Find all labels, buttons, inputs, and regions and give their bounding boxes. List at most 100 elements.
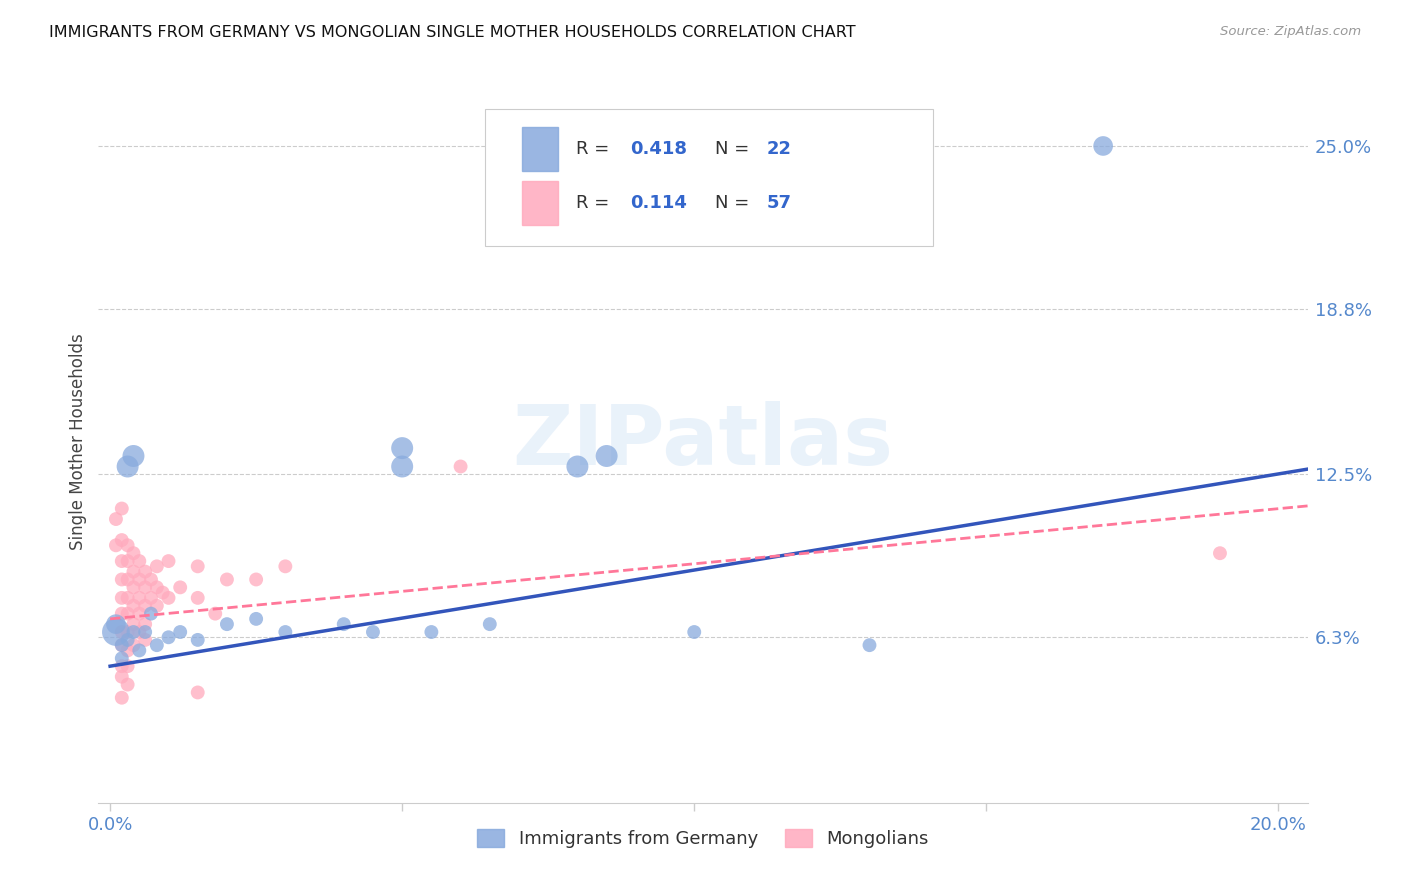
Point bbox=[111, 625, 134, 640]
Point bbox=[187, 632, 209, 647]
Point bbox=[111, 659, 134, 673]
Point bbox=[111, 638, 134, 652]
Point bbox=[157, 630, 180, 644]
Text: ZIPatlas: ZIPatlas bbox=[513, 401, 893, 482]
Point bbox=[215, 617, 238, 632]
Bar bbox=[522, 181, 558, 225]
Point bbox=[1092, 139, 1115, 153]
Point bbox=[146, 638, 169, 652]
Text: 0.418: 0.418 bbox=[630, 140, 688, 158]
Point bbox=[128, 554, 150, 568]
Point bbox=[152, 585, 174, 599]
Point bbox=[128, 591, 150, 605]
Point bbox=[215, 573, 238, 587]
Point bbox=[274, 559, 297, 574]
Point bbox=[122, 625, 145, 640]
Point bbox=[122, 599, 145, 613]
Point bbox=[858, 638, 880, 652]
Point bbox=[134, 617, 156, 632]
Point bbox=[157, 554, 180, 568]
Point bbox=[122, 546, 145, 560]
Bar bbox=[522, 128, 558, 170]
Text: IMMIGRANTS FROM GERMANY VS MONGOLIAN SINGLE MOTHER HOUSEHOLDS CORRELATION CHART: IMMIGRANTS FROM GERMANY VS MONGOLIAN SIN… bbox=[49, 25, 856, 40]
Point bbox=[134, 632, 156, 647]
Text: R =: R = bbox=[576, 194, 614, 212]
Point bbox=[117, 459, 139, 474]
Point bbox=[1209, 546, 1232, 560]
Point bbox=[111, 501, 134, 516]
Point bbox=[245, 573, 267, 587]
Text: Source: ZipAtlas.com: Source: ZipAtlas.com bbox=[1220, 25, 1361, 38]
Point bbox=[187, 559, 209, 574]
Legend: Immigrants from Germany, Mongolians: Immigrants from Germany, Mongolians bbox=[470, 822, 936, 855]
Point bbox=[117, 607, 139, 621]
Point bbox=[104, 625, 127, 640]
Point bbox=[117, 538, 139, 552]
Point bbox=[111, 573, 134, 587]
Point bbox=[128, 625, 150, 640]
Text: 0.114: 0.114 bbox=[630, 194, 688, 212]
Point bbox=[187, 591, 209, 605]
Point bbox=[104, 617, 127, 632]
Point bbox=[128, 573, 150, 587]
Point bbox=[169, 625, 191, 640]
Point bbox=[683, 625, 706, 640]
Point bbox=[187, 685, 209, 699]
Point bbox=[117, 554, 139, 568]
Point bbox=[169, 580, 191, 594]
Point bbox=[420, 625, 443, 640]
Point bbox=[391, 441, 413, 455]
Text: 22: 22 bbox=[768, 140, 792, 158]
Point bbox=[134, 625, 156, 640]
Point bbox=[595, 449, 617, 463]
Point bbox=[122, 638, 145, 652]
Point bbox=[567, 459, 589, 474]
Point bbox=[128, 643, 150, 657]
Text: N =: N = bbox=[716, 140, 755, 158]
Point bbox=[361, 625, 384, 640]
Point bbox=[332, 617, 354, 632]
Point bbox=[478, 617, 501, 632]
Point bbox=[117, 625, 139, 640]
Point bbox=[104, 538, 127, 552]
Point bbox=[139, 573, 162, 587]
Point bbox=[245, 612, 267, 626]
Point bbox=[117, 677, 139, 691]
Point bbox=[134, 580, 156, 594]
Text: N =: N = bbox=[716, 194, 755, 212]
Point bbox=[111, 533, 134, 547]
Point bbox=[122, 580, 145, 594]
Point bbox=[122, 449, 145, 463]
Point bbox=[117, 573, 139, 587]
Point bbox=[111, 651, 134, 665]
Point bbox=[450, 459, 472, 474]
Point bbox=[111, 638, 134, 652]
Point bbox=[111, 607, 134, 621]
Point bbox=[134, 599, 156, 613]
Point bbox=[157, 591, 180, 605]
FancyBboxPatch shape bbox=[485, 109, 932, 246]
Point bbox=[139, 591, 162, 605]
Y-axis label: Single Mother Households: Single Mother Households bbox=[69, 334, 87, 549]
Point bbox=[391, 459, 413, 474]
Point bbox=[117, 659, 139, 673]
Point bbox=[104, 512, 127, 526]
Point bbox=[146, 559, 169, 574]
Point bbox=[134, 565, 156, 579]
Point bbox=[122, 617, 145, 632]
Point bbox=[111, 554, 134, 568]
Point bbox=[117, 643, 139, 657]
Text: R =: R = bbox=[576, 140, 614, 158]
Point bbox=[204, 607, 226, 621]
Point bbox=[146, 580, 169, 594]
Point bbox=[111, 690, 134, 705]
Point bbox=[117, 632, 139, 647]
Point bbox=[146, 599, 169, 613]
Point bbox=[117, 591, 139, 605]
Point bbox=[111, 591, 134, 605]
Point bbox=[128, 607, 150, 621]
Point bbox=[274, 625, 297, 640]
Point bbox=[122, 565, 145, 579]
Point bbox=[139, 607, 162, 621]
Point bbox=[111, 670, 134, 684]
